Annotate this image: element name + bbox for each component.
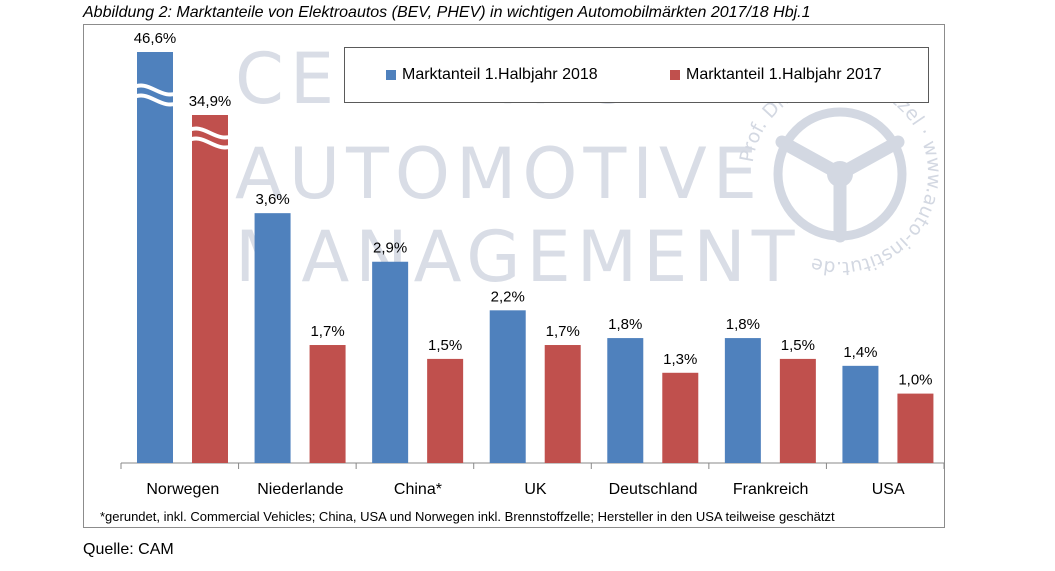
data-label: 3,6% bbox=[255, 191, 289, 208]
legend-swatch-2017 bbox=[670, 70, 680, 80]
bar-frankreich-2018 bbox=[724, 338, 761, 463]
bar-niederlande-2018 bbox=[254, 213, 291, 463]
chart-frame bbox=[83, 24, 945, 528]
axis-break-mark bbox=[131, 93, 181, 107]
data-label: 1,5% bbox=[781, 337, 815, 354]
watermark-seal-icon: Prof. Dr. Stefan Bratzel · www.auto-inst… bbox=[736, 69, 945, 279]
bar-frankreich-2017 bbox=[779, 358, 816, 463]
category-label: USA bbox=[872, 481, 905, 498]
bar-china-2017 bbox=[427, 358, 464, 463]
data-label: 2,2% bbox=[491, 288, 525, 305]
watermark-line-2: AUTOMOTIVE bbox=[235, 133, 763, 215]
data-label: 46,6% bbox=[134, 30, 177, 47]
axis-break-mark bbox=[131, 83, 181, 97]
watermark-line-3: MANAGEMENT bbox=[235, 216, 801, 298]
legend: Marktanteil 1.Halbjahr 2018 Marktanteil … bbox=[344, 47, 929, 103]
data-label: 2,9% bbox=[373, 240, 407, 257]
axis-break-mark bbox=[186, 126, 236, 140]
data-label: 1,0% bbox=[898, 372, 932, 389]
data-label: 1,8% bbox=[608, 316, 642, 333]
legend-swatch-2018 bbox=[386, 70, 396, 80]
data-label: 1,8% bbox=[726, 316, 760, 333]
category-label: UK bbox=[524, 481, 547, 498]
bar-uk-2017 bbox=[544, 345, 581, 463]
data-label: 1,7% bbox=[310, 323, 344, 340]
bar-usa-2017 bbox=[897, 393, 934, 463]
bar-norwegen-2017 bbox=[192, 115, 228, 463]
source-note: Quelle: CAM bbox=[83, 541, 174, 558]
footnote: *gerundet, inkl. Commercial Vehicles; Ch… bbox=[100, 509, 835, 524]
category-label: Niederlande bbox=[257, 481, 343, 498]
bar-deutschland-2018 bbox=[607, 338, 644, 463]
bar-usa-2018 bbox=[842, 365, 879, 463]
figure-caption: Abbildung 2: Marktanteile von Elektroaut… bbox=[83, 4, 811, 21]
category-label: Deutschland bbox=[609, 481, 698, 498]
data-label: 1,7% bbox=[546, 323, 580, 340]
data-label: 34,9% bbox=[189, 93, 232, 110]
bar-norwegen-2018 bbox=[137, 52, 173, 463]
category-label: Frankreich bbox=[733, 481, 809, 498]
category-label: Norwegen bbox=[146, 481, 219, 498]
bar-niederlande-2017 bbox=[309, 345, 346, 463]
category-label: China* bbox=[394, 481, 442, 498]
data-label: 1,3% bbox=[663, 351, 697, 368]
legend-label-2018: Marktanteil 1.Halbjahr 2018 bbox=[402, 66, 598, 83]
legend-label-2017: Marktanteil 1.Halbjahr 2017 bbox=[686, 66, 882, 83]
bar-china-2018 bbox=[372, 261, 409, 463]
data-label: 1,4% bbox=[843, 344, 877, 361]
axis-break-mark bbox=[186, 136, 236, 150]
bar-uk-2018 bbox=[489, 310, 526, 463]
legend-item-2017: Marktanteil 1.Halbjahr 2017 bbox=[670, 66, 882, 84]
bar-deutschland-2017 bbox=[662, 372, 699, 463]
legend-item-2018: Marktanteil 1.Halbjahr 2018 bbox=[386, 66, 598, 84]
data-label: 1,5% bbox=[428, 337, 462, 354]
